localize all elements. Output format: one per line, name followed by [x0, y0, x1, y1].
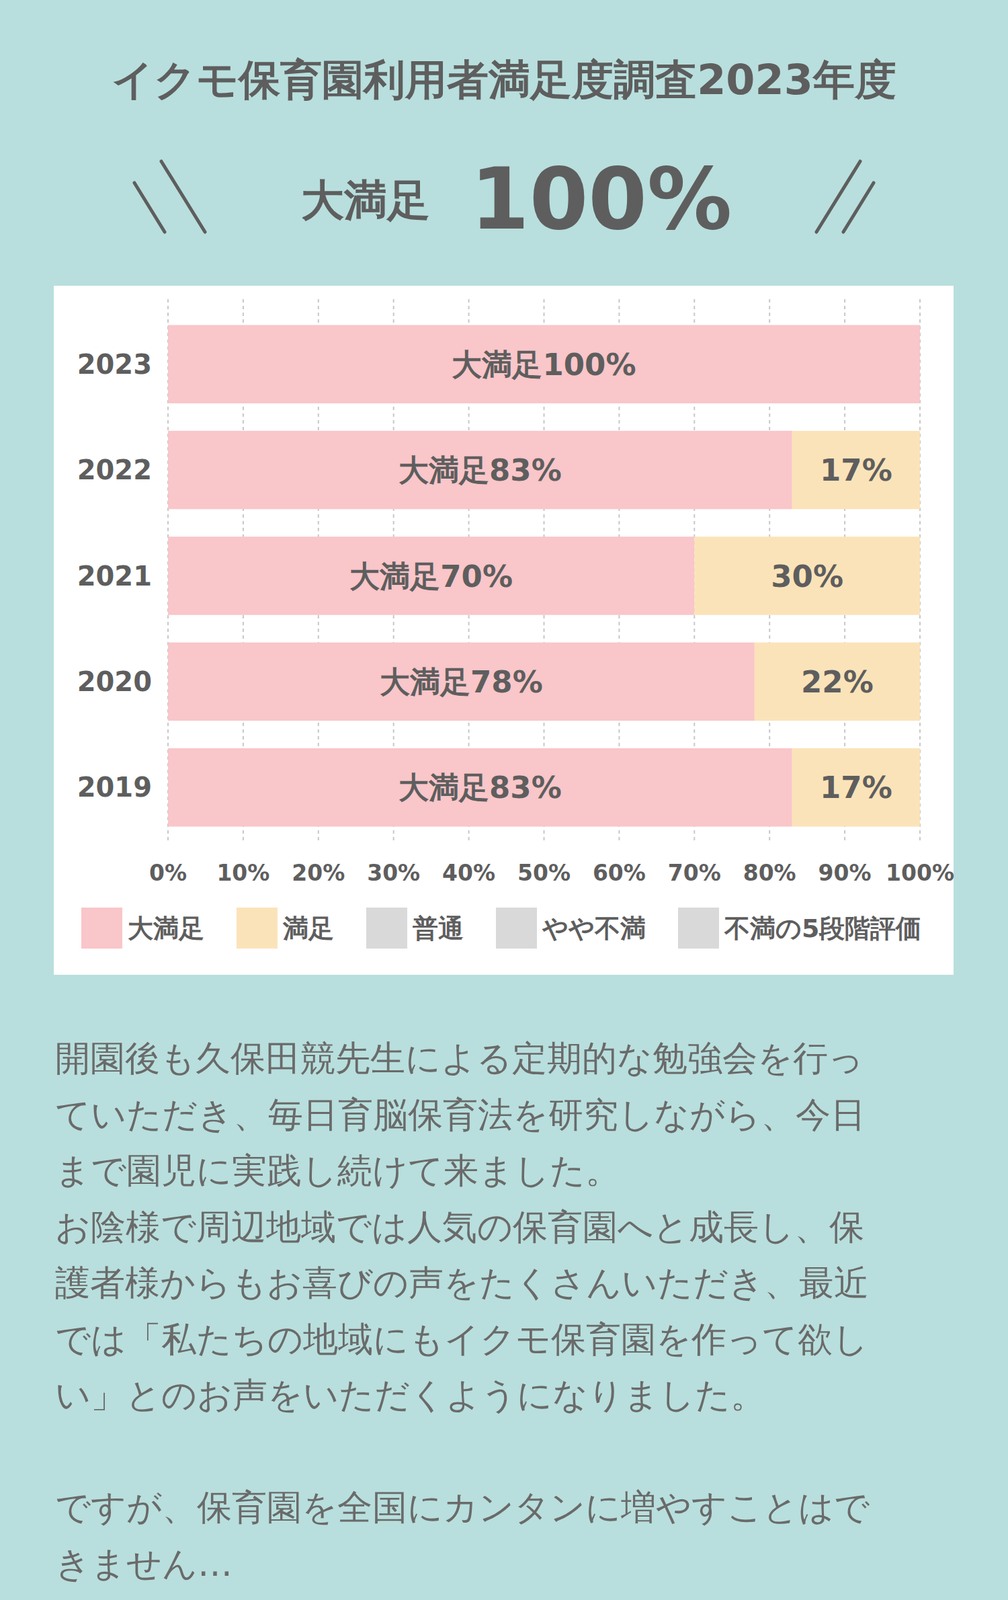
category-label: 2023	[77, 348, 152, 380]
bar-segment	[919, 430, 921, 509]
data-label: 22%	[801, 663, 874, 700]
tick-label: 90%	[818, 859, 872, 886]
decoration	[134, 182, 165, 232]
data-label: 大満足78%	[379, 663, 543, 700]
bar-segment	[168, 747, 793, 826]
data-label: 大満足100%	[451, 346, 636, 383]
tick-label: 80%	[743, 859, 797, 886]
bar-segment	[792, 430, 920, 509]
decoration	[816, 161, 861, 232]
legend-swatch	[236, 907, 278, 949]
page: イクモ保育園利用者満足度調査2023年度大満足100%0%10%20%30%40…	[0, 0, 1008, 1600]
bar-segment	[792, 747, 920, 826]
category-label: 2019	[77, 771, 152, 803]
bar-segment	[919, 536, 921, 615]
category-label: 2020	[77, 665, 152, 697]
legend-swatch	[81, 907, 123, 949]
bar-segment	[168, 536, 695, 615]
headline-label: 大満足	[301, 175, 431, 226]
body-text: きません…	[55, 1542, 233, 1584]
legend-swatch	[366, 907, 408, 949]
body-text: 開園後も久保田競先生による定期的な勉強会を行っ	[55, 1037, 864, 1078]
bar-segment	[754, 642, 920, 721]
tick-label: 0%	[149, 859, 187, 886]
data-label: 大満足70%	[349, 558, 513, 595]
bar-segment	[919, 324, 921, 403]
tick-label: 20%	[291, 859, 345, 886]
data-labels: 大満足100% 大満足83% 大満足70% 大満足78% 大満足83% 17% 30% 22%…	[349, 346, 892, 806]
body-text: ですが、保育園を全国にカンタンに増やすことはで	[55, 1486, 871, 1527]
tick-label: 30%	[366, 859, 420, 886]
tick-label: 60%	[592, 859, 646, 886]
data-label: 17%	[819, 452, 893, 488]
headline-value: 100%	[470, 149, 732, 249]
tick-label: 40%	[442, 859, 496, 886]
bar-segment	[694, 536, 920, 615]
decoration	[843, 182, 874, 232]
bar-segment	[919, 536, 921, 615]
legend-label: やや不満	[541, 913, 646, 943]
bar-segment	[919, 536, 921, 615]
tick-label: 100%	[885, 859, 955, 886]
bar-segment	[168, 324, 920, 403]
legend-label: 満足	[282, 913, 334, 943]
decoration	[161, 161, 205, 232]
data-label: 大満足83%	[398, 769, 562, 806]
body-text: まで園児に実践し続けて来ました。	[55, 1149, 621, 1191]
body-text: では「私たちの地域にもイクモ保育園を作って欲し	[55, 1318, 869, 1359]
tick-label: 50%	[517, 859, 571, 886]
grid	[168, 299, 920, 842]
bar-segment	[919, 642, 921, 721]
data-label: 大満足83%	[398, 452, 562, 488]
bar-segment	[919, 642, 921, 721]
data-label: 17%	[819, 769, 893, 806]
legend-swatch	[495, 907, 537, 949]
title: イクモ保育園利用者満足度調査2023年度	[111, 55, 897, 105]
background	[0, 0, 1008, 1600]
body-text: ていただき、毎日育脳保育法を研究しながら、今日	[55, 1094, 866, 1135]
tick-label: 10%	[216, 859, 270, 886]
bar-segment	[919, 642, 921, 721]
category-label: 2021	[77, 560, 152, 592]
bar-segment	[919, 324, 921, 403]
bar-segment	[919, 430, 921, 509]
body-text: い」とのお声をいただくようになりました。	[55, 1374, 766, 1415]
body-text: お陰様で周辺地域では人気の保育園へと成長し、保	[55, 1206, 865, 1247]
bar-segment	[919, 324, 921, 403]
legend-label: 大満足	[127, 913, 205, 943]
bar-segment	[919, 430, 921, 509]
bar-segment	[168, 430, 793, 509]
legend: 大満足 満足 普通 やや不満 不満の5段階評価	[81, 907, 922, 949]
data-label: 30%	[770, 558, 844, 595]
bar-segment	[168, 642, 755, 721]
chart-panel	[53, 285, 954, 975]
legend-swatch	[678, 907, 720, 949]
bars	[168, 324, 920, 826]
legend-label: 不満の5段階評価	[723, 913, 922, 943]
category-label: 2022	[77, 454, 152, 486]
legend-label: 普通	[412, 913, 464, 943]
bar-segment	[919, 747, 921, 826]
body-text: 護者様からもお喜びの声をたくさんいただき、最近	[55, 1262, 869, 1303]
bar-segment	[919, 324, 921, 403]
bar-segment	[919, 747, 921, 826]
tick-label: 70%	[667, 859, 722, 886]
bar-segment	[919, 747, 921, 826]
